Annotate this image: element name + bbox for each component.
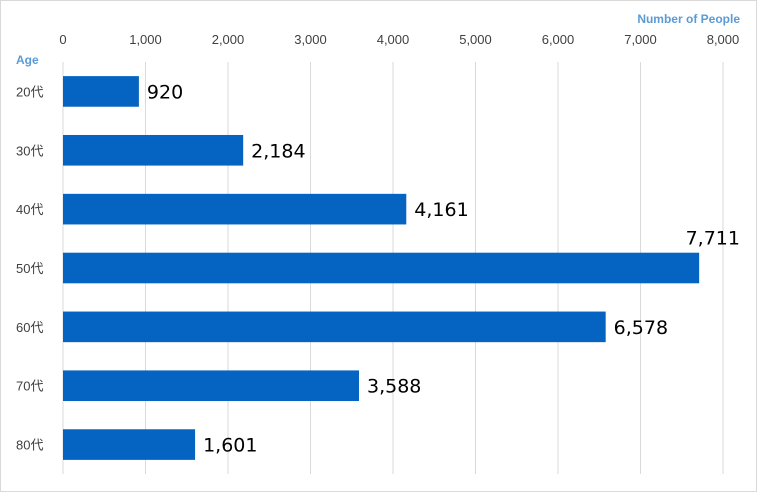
x-axis-title: Number of People: [637, 12, 740, 26]
bars: [63, 76, 700, 460]
x-tick-label: 0: [59, 32, 66, 47]
data-labels: 920 2,184 4,161 7,711 6,578 3,588 1,601: [147, 81, 740, 456]
x-tick-label: 5,000: [459, 32, 492, 47]
x-tick-label: 4,000: [377, 32, 410, 47]
category-label: 80代: [16, 438, 43, 453]
category-label: 70代: [16, 379, 43, 394]
bar: [63, 76, 139, 107]
x-tick-label: 1,000: [129, 32, 162, 47]
x-tick-label: 3,000: [294, 32, 327, 47]
bar: [63, 429, 196, 460]
x-tick-label: 2,000: [212, 32, 245, 47]
data-label: 7,711: [686, 228, 740, 250]
data-label: 6,578: [614, 317, 668, 339]
data-label: 2,184: [251, 140, 305, 162]
data-label: 4,161: [414, 199, 468, 221]
category-label: 60代: [16, 320, 43, 335]
bar: [63, 370, 360, 402]
data-label: 920: [147, 81, 183, 103]
data-label: 3,588: [367, 376, 421, 398]
y-axis-title: Age: [16, 53, 39, 67]
bar: [63, 311, 606, 343]
category-labels: 20代 30代 40代 50代 60代 70代 80代: [16, 84, 43, 452]
data-label: 1,601: [203, 435, 257, 457]
x-tick-label: 6,000: [542, 32, 575, 47]
category-label: 20代: [16, 84, 43, 99]
category-label: 40代: [16, 202, 43, 217]
bar: [63, 193, 407, 225]
x-tick-label: 7,000: [624, 32, 657, 47]
bar: [63, 252, 700, 284]
category-label: 30代: [16, 143, 43, 158]
x-tick-label: 8,000: [707, 32, 740, 47]
category-label: 50代: [16, 261, 43, 276]
x-tick-labels: 0 1,000 2,000 3,000 4,000 5,000 6,000 7,000 8,00…: [59, 32, 739, 47]
bar: [63, 134, 244, 166]
